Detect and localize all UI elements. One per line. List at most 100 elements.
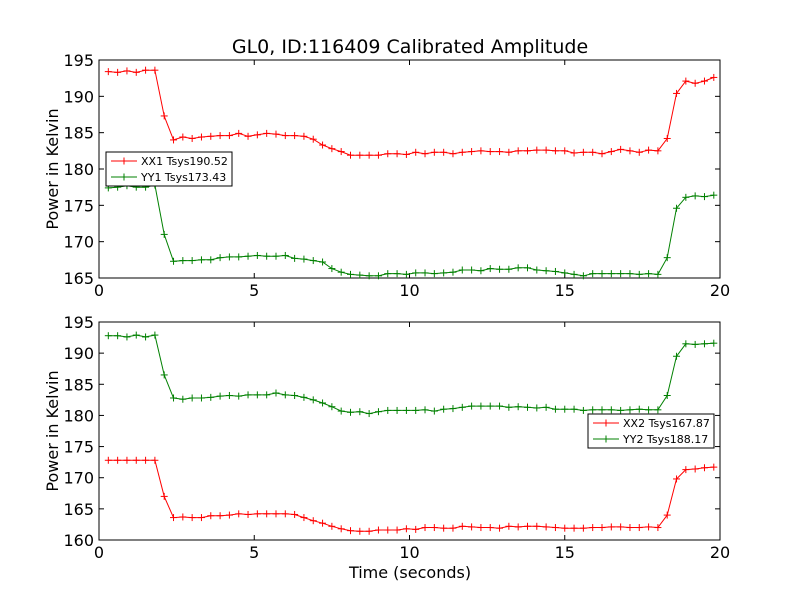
data-point-marker	[468, 523, 476, 531]
data-point-marker	[356, 527, 364, 535]
data-point-marker	[626, 524, 634, 532]
data-point-marker	[533, 266, 541, 274]
data-point-marker	[654, 270, 662, 278]
data-point-marker	[160, 371, 168, 379]
data-point-marker	[440, 524, 448, 532]
data-point-marker	[523, 403, 531, 411]
data-point-marker	[449, 150, 457, 158]
data-point-marker	[440, 405, 448, 413]
top-plot-panel: 0 5 10 15 20 165 170 175 180 185 190 195 Power in Ke…	[43, 51, 730, 300]
legend-box	[587, 413, 715, 449]
data-point-marker	[132, 456, 140, 464]
data-point-marker	[514, 147, 522, 155]
data-point-marker	[673, 204, 681, 212]
data-point-marker	[281, 391, 289, 399]
data-point-marker	[272, 130, 280, 138]
y-tick-label: 180	[63, 406, 94, 425]
data-point-marker	[253, 131, 261, 139]
data-point-marker	[496, 524, 504, 532]
data-point-marker	[496, 402, 504, 410]
data-point-marker	[710, 463, 718, 471]
data-point-marker	[542, 267, 550, 275]
data-point-marker	[505, 403, 513, 411]
data-point-marker	[691, 79, 699, 87]
data-point-marker	[300, 132, 308, 140]
data-point-marker	[412, 525, 420, 533]
data-point-marker	[328, 522, 336, 530]
data-point-marker	[430, 407, 438, 415]
data-point-marker	[617, 145, 625, 153]
x-tick-label: 20	[710, 543, 730, 562]
data-point-marker	[291, 132, 299, 140]
y-axis-label: Power in Kelvin	[43, 108, 62, 229]
data-point-marker	[430, 148, 438, 156]
data-point-marker	[570, 149, 578, 157]
data-point-marker	[663, 254, 671, 262]
data-point-marker	[114, 456, 122, 464]
legend-box	[105, 151, 233, 187]
data-point-marker	[458, 522, 466, 530]
data-point-marker	[132, 331, 140, 339]
data-point-marker	[505, 148, 513, 156]
data-point-marker	[309, 135, 317, 143]
data-point-marker	[365, 151, 373, 159]
data-point-marker	[542, 403, 550, 411]
data-point-marker	[170, 257, 178, 265]
data-point-marker	[607, 406, 615, 414]
data-point-marker	[300, 514, 308, 522]
data-point-marker	[263, 510, 271, 518]
y-tick-label: 175	[63, 438, 94, 457]
data-point-marker	[291, 510, 299, 518]
legend-entry-label: YY2 Tsys188.17	[622, 433, 708, 446]
data-point-marker	[570, 524, 578, 532]
data-point-marker	[468, 148, 476, 156]
data-point-marker	[570, 405, 578, 413]
data-point-marker	[607, 523, 615, 531]
data-point-marker	[691, 465, 699, 473]
data-point-marker	[207, 256, 215, 264]
data-point-marker	[533, 146, 541, 154]
data-point-marker	[319, 399, 327, 407]
data-point-marker	[477, 267, 485, 275]
data-point-marker	[216, 132, 224, 140]
data-point-marker	[347, 408, 355, 416]
y-tick-label: 165	[63, 500, 94, 519]
data-point-marker	[617, 523, 625, 531]
y-tick-label: 170	[63, 469, 94, 488]
data-point-marker	[393, 270, 401, 278]
y-tick-label: 185	[63, 124, 94, 143]
data-point-marker	[449, 405, 457, 413]
data-point-marker	[477, 147, 485, 155]
data-point-marker	[570, 270, 578, 278]
data-point-marker	[197, 133, 205, 141]
data-point-marker	[589, 148, 597, 156]
data-point-marker	[328, 145, 336, 153]
y-tick-label: 170	[63, 233, 94, 252]
y-axis-label: Power in Kelvin	[43, 370, 62, 491]
data-point-marker	[179, 257, 187, 265]
data-point-marker	[598, 406, 606, 414]
data-point-marker	[151, 456, 159, 464]
data-point-marker	[160, 230, 168, 238]
x-tick-label: 10	[399, 543, 419, 562]
data-point-marker	[123, 456, 131, 464]
data-point-marker	[365, 410, 373, 418]
y-tick-label: 180	[63, 160, 94, 179]
data-point-marker	[225, 253, 233, 261]
data-point-marker	[235, 129, 243, 137]
data-point-marker	[319, 141, 327, 149]
legend: XX2 Tsys167.87 YY2 Tsys188.17	[587, 413, 715, 449]
data-point-marker	[309, 396, 317, 404]
data-point-marker	[449, 524, 457, 532]
data-point-marker	[645, 146, 653, 154]
data-point-marker	[281, 132, 289, 140]
x-tick-label: 20	[710, 281, 730, 300]
data-point-marker	[645, 270, 653, 278]
data-point-marker	[263, 252, 271, 260]
x-tick-label: 0	[94, 281, 104, 300]
data-point-marker	[402, 406, 410, 414]
data-point-marker	[104, 332, 112, 340]
data-point-marker	[589, 270, 597, 278]
data-point-marker	[673, 89, 681, 97]
